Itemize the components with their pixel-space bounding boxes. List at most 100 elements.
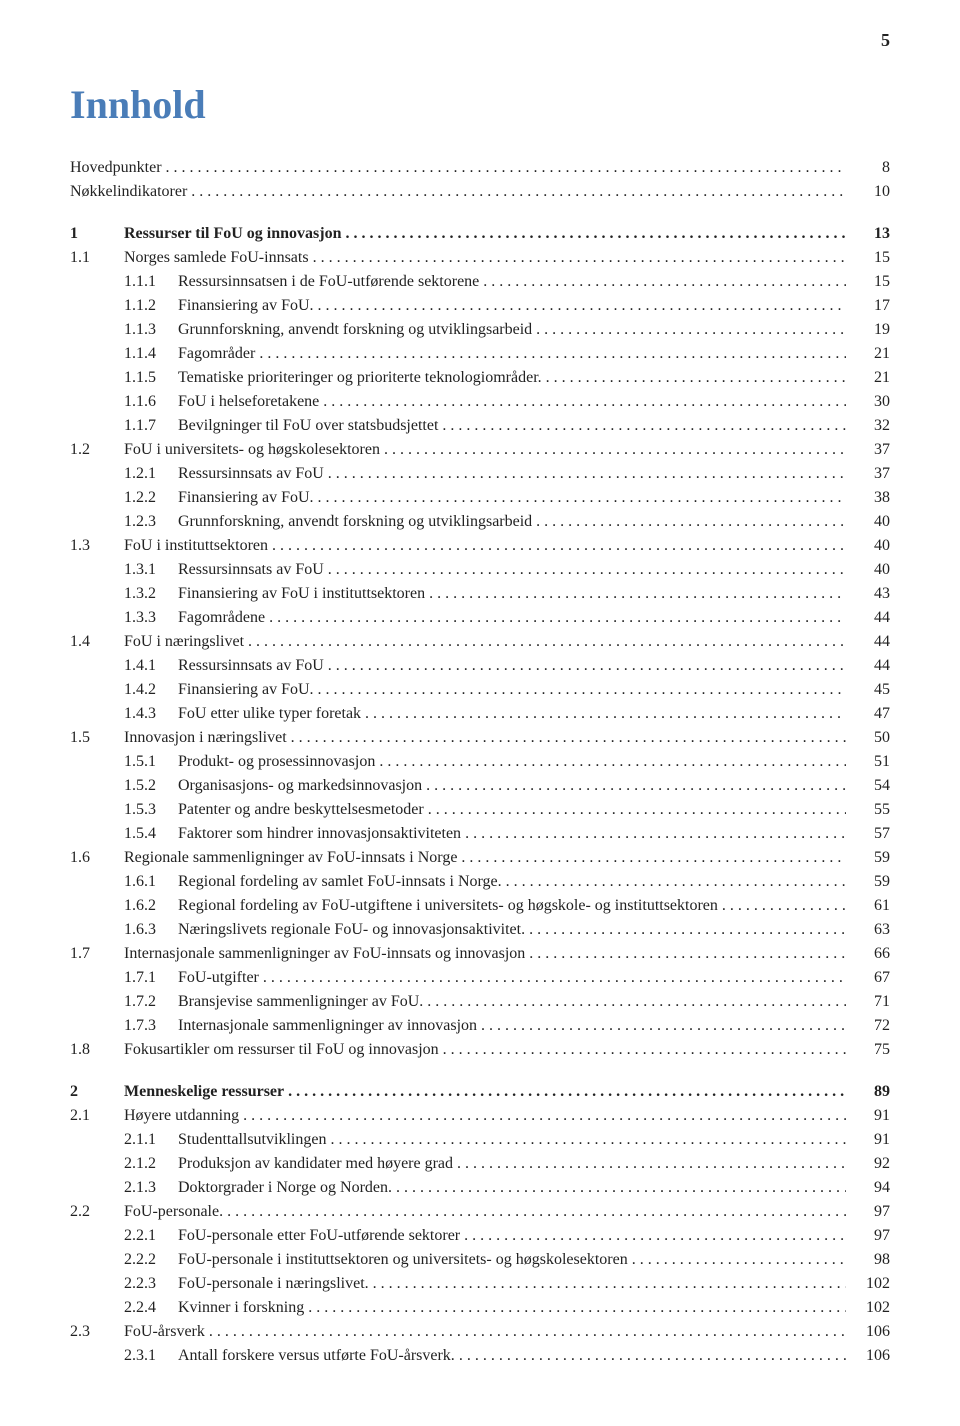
toc-row: 2Menneskelige ressurser89 xyxy=(70,1080,890,1104)
toc-entry-number: 1.5.4 xyxy=(124,822,178,846)
toc-entry-page: 57 xyxy=(850,822,890,846)
toc-row: 1.5.4Faktorer som hindrer innovasjonsakt… xyxy=(70,822,890,846)
toc-leader-dots xyxy=(461,846,846,870)
toc-leader-dots xyxy=(546,366,846,390)
toc-leader-dots xyxy=(529,918,846,942)
toc-entry-number: 1.3.2 xyxy=(124,582,178,606)
toc-section: 2Menneskelige ressurser892.1Høyere utdan… xyxy=(70,1080,890,1368)
toc-entry-number: 1.7.1 xyxy=(124,966,178,990)
toc-row: 1.7.1FoU-utgifter67 xyxy=(70,966,890,990)
toc-leader-dots xyxy=(318,294,846,318)
toc-row: 1.6.2Regional fordeling av FoU-utgiftene… xyxy=(70,894,890,918)
toc-entry-title: Ressursinnsats av FoU xyxy=(178,462,324,486)
toc-entry-number: 2.3 xyxy=(70,1320,124,1344)
toc-leader-dots xyxy=(318,486,846,510)
toc-leader-dots xyxy=(464,1224,846,1248)
toc-entry-page: 37 xyxy=(850,438,890,462)
toc-entry-page: 38 xyxy=(850,486,890,510)
toc-entry-title: Grunnforskning, anvendt forskning og utv… xyxy=(178,318,532,342)
toc-leader-dots xyxy=(443,1038,846,1062)
toc-entry-number: 1.7.2 xyxy=(124,990,178,1014)
toc-entry-title: Internasjonale sammenligninger av innova… xyxy=(178,1014,477,1038)
toc-leader-dots xyxy=(536,318,846,342)
toc-row: 1.1Norges samlede FoU-innsats15 xyxy=(70,246,890,270)
toc-entry-page: 59 xyxy=(850,870,890,894)
toc-entry-title: FoU i næringslivet xyxy=(124,630,244,654)
page-number: 5 xyxy=(70,30,890,51)
toc-row: 1Ressurser til FoU og innovasjon13 xyxy=(70,222,890,246)
toc-entry-title: Ressursinnsats av FoU xyxy=(178,558,324,582)
toc-leader-dots xyxy=(291,726,846,750)
toc-entry-title: Ressursinnsatsen i de FoU-utførende sekt… xyxy=(178,270,479,294)
table-of-contents: Hovedpunkter8Nøkkelindikatorer101Ressurs… xyxy=(70,156,890,1368)
toc-entry-title: FoU-personale. xyxy=(124,1200,223,1224)
toc-row: 1.1.3Grunnforskning, anvendt forskning o… xyxy=(70,318,890,342)
toc-row: 1.3.3Fagområdene44 xyxy=(70,606,890,630)
toc-entry-page: 13 xyxy=(850,222,890,246)
toc-entry-title: Finansiering av FoU. xyxy=(178,678,314,702)
toc-leader-dots xyxy=(429,582,846,606)
toc-entry-page: 15 xyxy=(850,246,890,270)
toc-entry-number: 1.4 xyxy=(70,630,124,654)
toc-leader-dots xyxy=(323,390,846,414)
toc-entry-title: Nøkkelindikatorer xyxy=(70,180,187,204)
toc-entry-page: 50 xyxy=(850,726,890,750)
toc-entry-page: 40 xyxy=(850,510,890,534)
toc-entry-page: 47 xyxy=(850,702,890,726)
toc-entry-number: 2.2.2 xyxy=(124,1248,178,1272)
toc-leader-dots xyxy=(209,1320,846,1344)
toc-row: 1.1.5Tematiske prioriteringer og priorit… xyxy=(70,366,890,390)
toc-row: 1.2.2Finansiering av FoU.38 xyxy=(70,486,890,510)
toc-entry-title: Grunnforskning, anvendt forskning og utv… xyxy=(178,510,532,534)
toc-entry-number: 1.1.4 xyxy=(124,342,178,366)
toc-entry-number: 1.4.1 xyxy=(124,654,178,678)
toc-leader-dots xyxy=(483,270,846,294)
toc-row: 1.7.3Internasjonale sammenligninger av i… xyxy=(70,1014,890,1038)
toc-row: 1.6.3Næringslivets regionale FoU- og inn… xyxy=(70,918,890,942)
toc-entry-page: 94 xyxy=(850,1176,890,1200)
toc-leader-dots xyxy=(536,510,846,534)
toc-leader-dots xyxy=(379,750,846,774)
toc-entry-number: 1.6.3 xyxy=(124,918,178,942)
toc-row: 1.3.1Ressursinnsats av FoU40 xyxy=(70,558,890,582)
toc-entry-title: FoU-årsverk xyxy=(124,1320,205,1344)
toc-row: 2.2.1FoU-personale etter FoU-utførende s… xyxy=(70,1224,890,1248)
toc-entry-number: 1.7 xyxy=(70,942,124,966)
toc-entry-number: 1.6.1 xyxy=(124,870,178,894)
toc-entry-page: 44 xyxy=(850,606,890,630)
toc-entry-title: Bevilgninger til FoU over statsbudsjette… xyxy=(178,414,438,438)
toc-entry-number: 1.1.3 xyxy=(124,318,178,342)
toc-leader-dots xyxy=(191,180,846,204)
toc-leader-dots xyxy=(318,678,846,702)
toc-entry-number: 1.2 xyxy=(70,438,124,462)
toc-entry-page: 67 xyxy=(850,966,890,990)
toc-entry-number: 2.2.1 xyxy=(124,1224,178,1248)
toc-row: 1.6Regionale sammenligninger av FoU-inns… xyxy=(70,846,890,870)
toc-entry-number: 1.7.3 xyxy=(124,1014,178,1038)
toc-row: 1.5.2Organisasjons- og markedsinnovasjon… xyxy=(70,774,890,798)
toc-entry-number: 2.3.1 xyxy=(124,1344,178,1368)
toc-entry-number: 1.5.2 xyxy=(124,774,178,798)
toc-entry-number: 1.1.6 xyxy=(124,390,178,414)
toc-row: 2.3FoU-årsverk106 xyxy=(70,1320,890,1344)
toc-leader-dots xyxy=(263,966,846,990)
toc-entry-title: Finansiering av FoU i instituttsektoren xyxy=(178,582,425,606)
toc-entry-page: 102 xyxy=(850,1296,890,1320)
toc-row: 2.1.3Doktorgrader i Norge og Norden.94 xyxy=(70,1176,890,1200)
toc-entry-page: 10 xyxy=(850,180,890,204)
toc-leader-dots xyxy=(384,438,846,462)
toc-row: 1.5.1Produkt- og prosessinnovasjon51 xyxy=(70,750,890,774)
toc-leader-dots xyxy=(722,894,846,918)
toc-entry-page: 91 xyxy=(850,1104,890,1128)
toc-leader-dots xyxy=(365,702,846,726)
toc-entry-title: FoU i instituttsektoren xyxy=(124,534,268,558)
toc-entry-page: 44 xyxy=(850,654,890,678)
toc-entry-page: 106 xyxy=(850,1344,890,1368)
toc-entry-title: Innovasjon i næringslivet xyxy=(124,726,287,750)
toc-leader-dots xyxy=(442,414,846,438)
toc-entry-page: 44 xyxy=(850,630,890,654)
toc-leader-dots xyxy=(428,798,846,822)
toc-entry-title: Fokusartikler om ressurser til FoU og in… xyxy=(124,1038,439,1062)
toc-entry-number: 1.2.3 xyxy=(124,510,178,534)
toc-entry-number: 1.5.3 xyxy=(124,798,178,822)
